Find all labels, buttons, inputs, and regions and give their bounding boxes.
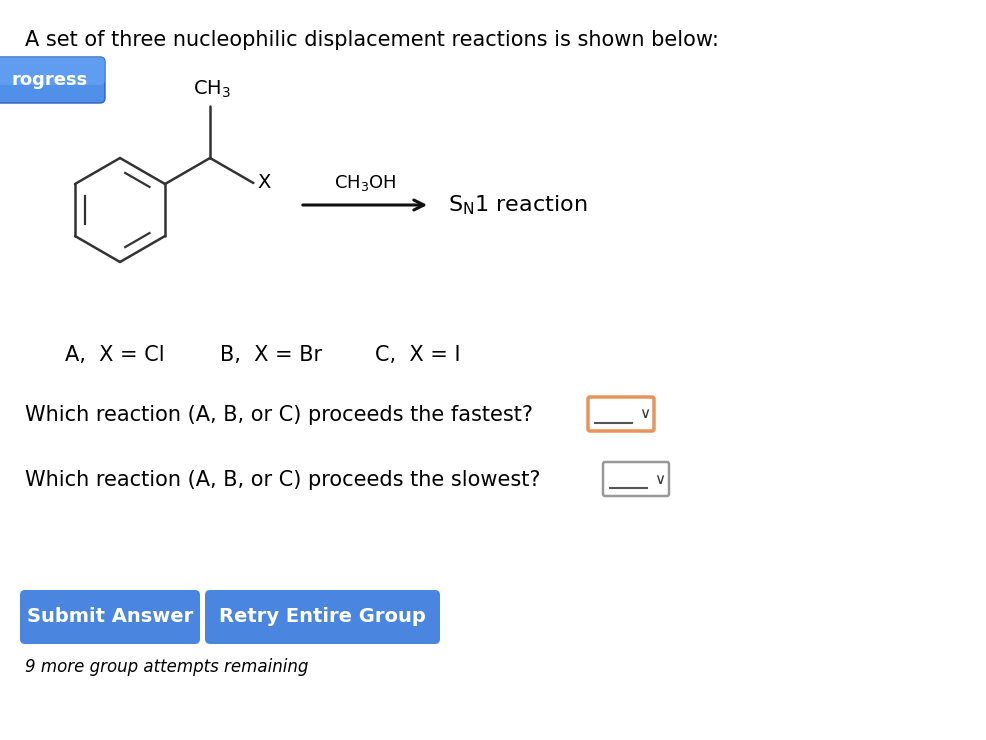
FancyBboxPatch shape (0, 57, 105, 103)
Text: CH$_3$: CH$_3$ (193, 78, 231, 100)
FancyBboxPatch shape (603, 462, 669, 496)
Text: ∨: ∨ (655, 471, 666, 486)
Text: CH$_3$OH: CH$_3$OH (333, 173, 396, 193)
FancyBboxPatch shape (588, 397, 654, 431)
Text: Which reaction (A, B, or C) proceeds the slowest?: Which reaction (A, B, or C) proceeds the… (25, 470, 540, 490)
FancyBboxPatch shape (0, 57, 105, 85)
Text: C,  X = I: C, X = I (375, 345, 460, 365)
Text: X: X (257, 173, 271, 192)
Text: A,  X = Cl: A, X = Cl (65, 345, 165, 365)
Text: ∨: ∨ (640, 406, 651, 422)
Text: rogress: rogress (12, 71, 88, 89)
Text: S$_\mathrm{N}$1 reaction: S$_\mathrm{N}$1 reaction (448, 193, 588, 217)
Text: 9 more group attempts remaining: 9 more group attempts remaining (25, 658, 309, 676)
Text: Retry Entire Group: Retry Entire Group (219, 608, 426, 627)
Text: B,  X = Br: B, X = Br (220, 345, 322, 365)
Text: Which reaction (A, B, or C) proceeds the fastest?: Which reaction (A, B, or C) proceeds the… (25, 405, 533, 425)
Text: A set of three nucleophilic displacement reactions is shown below:: A set of three nucleophilic displacement… (25, 30, 719, 50)
FancyBboxPatch shape (20, 590, 200, 644)
Text: Submit Answer: Submit Answer (27, 608, 193, 627)
FancyBboxPatch shape (205, 590, 440, 644)
